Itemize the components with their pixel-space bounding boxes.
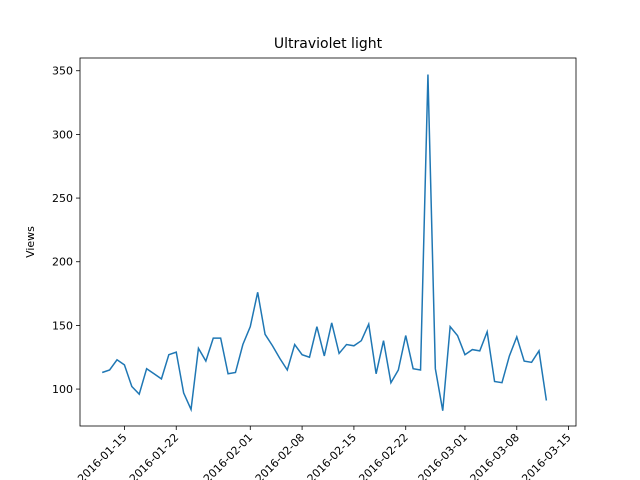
- y-tick-label: 200: [52, 256, 73, 269]
- x-tick-label: 2016-02-08: [253, 431, 307, 480]
- y-tick-label: 350: [52, 65, 73, 78]
- chart-title: Ultraviolet light: [274, 36, 383, 52]
- y-tick-label: 300: [52, 128, 73, 141]
- x-tick-label: 2016-01-22: [127, 431, 181, 480]
- data-line: [101, 74, 548, 413]
- x-tick-label: 2016-02-15: [305, 431, 359, 480]
- x-tick-label: 2016-02-01: [201, 431, 255, 480]
- y-axis-label: Views: [24, 226, 37, 258]
- y-tick-label: 100: [52, 383, 73, 396]
- x-tick-label: 2016-03-15: [519, 431, 573, 480]
- y-tick-label: 150: [52, 319, 73, 332]
- plot-frame: [79, 57, 577, 427]
- x-tick-label: 2016-03-08: [467, 431, 521, 480]
- y-tick-label: 250: [52, 192, 73, 205]
- x-tick-label: 2016-03-01: [416, 431, 470, 480]
- x-tick-label: 2016-01-15: [75, 431, 129, 480]
- x-tick-label: 2016-02-22: [356, 431, 410, 480]
